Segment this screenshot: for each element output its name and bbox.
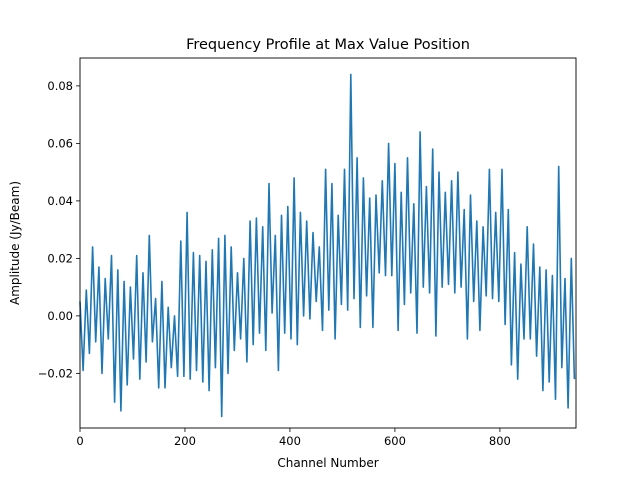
y-tick-label: −0.02: [38, 366, 73, 380]
y-tick-label: 0.06: [47, 136, 73, 150]
y-tick-label: 0.08: [47, 79, 73, 93]
x-tick-label: 600: [384, 434, 406, 448]
y-tick-label: 0.04: [47, 194, 73, 208]
plot-area: [79, 73, 576, 418]
y-tick-label: 0.02: [47, 251, 73, 265]
axis-ticks: 0 200 400 600 800 −0.02 0.00 0.02 0.04 0.06 0.08: [38, 79, 511, 448]
y-axis-label: Amplitude (Jy/Beam): [8, 181, 22, 305]
chart-title: Frequency Profile at Max Value Position: [186, 37, 470, 53]
series-line: [79, 73, 576, 418]
x-tick-label: 800: [489, 434, 511, 448]
x-tick-label: 0: [76, 434, 83, 448]
axes-frame: [79, 57, 577, 429]
x-tick-label: 200: [174, 434, 196, 448]
x-tick-label: 400: [279, 434, 301, 448]
x-axis-label: Channel Number: [277, 456, 378, 470]
y-tick-label: 0.00: [47, 309, 73, 323]
